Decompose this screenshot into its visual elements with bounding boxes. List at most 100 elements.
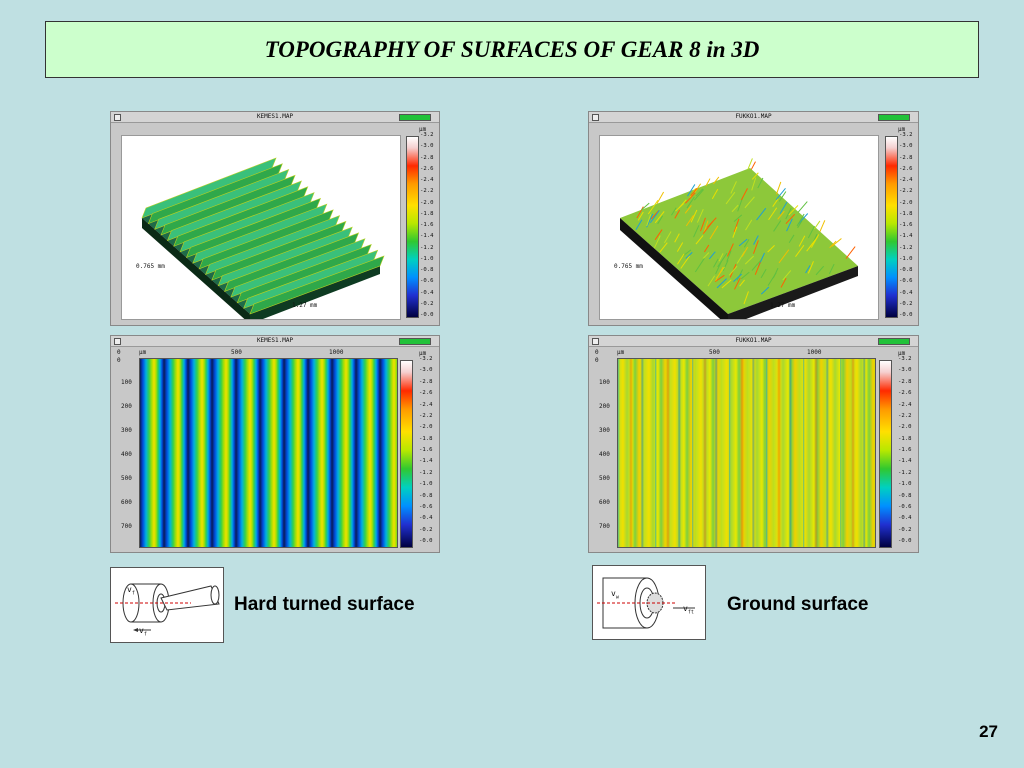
scale-tick: -3.0 (420, 143, 434, 150)
x-tick-0: 0 (595, 349, 599, 356)
scale-tick: -1.8 (898, 435, 912, 442)
window-right-3d: FUKKO1.MAP 0.765 mm 1.27 mm µm -3.2 -3.0 -… (588, 111, 919, 326)
feed-label: vf (127, 585, 135, 597)
dim-x-label: 1.27 mm (770, 302, 796, 309)
scale-tick: -1.6 (899, 222, 913, 228)
scale-tick: -2.6 (899, 165, 913, 172)
scale-tick: -0.4 (419, 515, 433, 522)
status-indicator (399, 114, 431, 121)
height-map-ground (617, 358, 876, 548)
scale-tick: -1.6 (420, 222, 434, 228)
scale-tick: -2.0 (419, 424, 433, 431)
window-title-bar[interactable]: KEMES1.MAP (111, 112, 439, 123)
window-left-map: KEMES1.MAP 0 µm 500 1000 0 100 200 300 4… (110, 335, 440, 553)
y-tick-200: 200 (599, 403, 610, 410)
scale-tick: -0.8 (419, 492, 433, 499)
y-tick-100: 100 (121, 379, 132, 386)
unit-label: µm (898, 126, 906, 133)
y-tick-600: 600 (599, 499, 610, 506)
y-tick-300: 300 (121, 427, 132, 434)
scale-tick: -2.6 (419, 390, 433, 397)
page-number: 27 (979, 722, 998, 741)
window-title-bar[interactable]: FUKKO1.MAP (589, 112, 918, 123)
scale-tick: -2.8 (898, 378, 912, 385)
window-title: KEMES1.MAP (256, 337, 294, 344)
title-box: TOPOGRAPHY OF SURFACES OF GEAR 8 in 3D (45, 21, 979, 78)
scale-tick: -1.2 (899, 244, 913, 251)
scale-tick: -0.2 (420, 300, 434, 307)
system-menu-icon[interactable] (592, 114, 599, 121)
x-tick-unit: µm (139, 349, 147, 356)
scale-tick: -2.8 (899, 154, 913, 161)
y-tick-600: 600 (121, 499, 132, 506)
y-tick-700: 700 (121, 523, 132, 530)
scale-tick: -1.4 (419, 458, 433, 465)
scale-tick: -2.4 (898, 401, 912, 408)
window-title: FUKKO1.MAP (735, 337, 772, 344)
color-scale-ticks: -3.2 -3.0 -2.8 -2.6 -2.4 -2.2 -2.0 -1.8 -1.6 -1.4… (899, 132, 931, 322)
window-title: KEMES1.MAP (256, 113, 294, 120)
scale-tick: -1.0 (898, 481, 912, 488)
scale-tick: -3.0 (419, 367, 433, 374)
y-tick-500: 500 (121, 475, 132, 482)
scale-tick: -3.2 (420, 132, 434, 138)
scale-tick: -2.0 (898, 424, 912, 431)
scale-tick: -0.6 (420, 278, 434, 285)
scale-tick: -0.2 (419, 526, 433, 533)
scale-tick: -0.8 (899, 267, 913, 273)
scale-tick: -1.8 (419, 435, 433, 442)
scale-tick: -0.0 (419, 538, 433, 544)
scale-tick: -2.2 (420, 188, 434, 195)
color-scale-bar (885, 136, 898, 318)
height-map-turned (139, 358, 398, 548)
caption-ground: Ground surface (727, 594, 869, 615)
scale-tick: -2.8 (419, 378, 433, 385)
scale-tick: -2.2 (898, 412, 912, 419)
scale-tick: -0.8 (420, 267, 434, 273)
scale-tick: -0.0 (899, 312, 913, 318)
scale-tick: -2.2 (899, 188, 913, 195)
window-left-3d: KEMES1.MAP 0.765 mm 1.27 mm µm -3.2 -3.0 -… (110, 111, 440, 326)
scale-tick: -2.0 (899, 199, 913, 206)
system-menu-icon[interactable] (114, 338, 121, 345)
scale-tick: -1.6 (898, 447, 912, 453)
window-title-bar[interactable]: FUKKO1.MAP (589, 336, 918, 347)
unit-label: µm (419, 126, 427, 133)
system-menu-icon[interactable] (114, 114, 121, 121)
wheel-velocity-label: vw (611, 589, 619, 601)
scale-tick: -0.0 (898, 538, 912, 544)
scale-tick: -0.2 (898, 526, 912, 533)
status-indicator (399, 338, 431, 345)
color-scale-ticks: -3.2 -3.0 -2.8 -2.6 -2.4 -2.2 -2.0 -1.8 -1.6 -1.4… (420, 132, 452, 322)
y-tick-300: 300 (599, 427, 610, 434)
color-scale-ticks: -3.2 -3.0 -2.8 -2.6 -2.4 -2.2 -2.0 -1.8 -1.6 -1.4… (898, 356, 930, 548)
dim-y-label: 0.765 mm (136, 263, 165, 270)
y-tick-400: 400 (121, 451, 132, 458)
scale-tick: -3.2 (899, 132, 913, 138)
system-menu-icon[interactable] (592, 338, 599, 345)
x-tick-500: 500 (231, 349, 242, 356)
scale-tick: -3.0 (898, 367, 912, 374)
scale-tick: -2.2 (419, 412, 433, 419)
scale-tick: -0.6 (899, 278, 913, 285)
color-scale-bar (406, 136, 419, 318)
feed-velocity-label: vft (683, 604, 694, 616)
y-tick-0: 0 (117, 357, 121, 364)
x-tick-1000: 1000 (807, 349, 822, 356)
color-scale-ticks: -3.2 -3.0 -2.8 -2.6 -2.4 -2.2 -2.0 -1.8 -1.6 -1.4… (419, 356, 451, 548)
scale-tick: -1.8 (899, 210, 913, 217)
scale-tick: -2.6 (898, 390, 912, 397)
y-tick-100: 100 (599, 379, 610, 386)
y-tick-200: 200 (121, 403, 132, 410)
scale-tick: -0.4 (898, 515, 912, 522)
scale-tick: -1.4 (420, 233, 434, 240)
status-indicator (878, 338, 910, 345)
scale-tick: -0.4 (899, 289, 913, 296)
scale-tick: -3.0 (899, 143, 913, 150)
scale-tick: -1.6 (419, 447, 433, 453)
window-title: FUKKO1.MAP (735, 113, 772, 120)
scale-tick: -2.4 (899, 177, 913, 183)
window-title-bar[interactable]: KEMES1.MAP (111, 336, 439, 347)
scale-tick: -1.2 (420, 244, 434, 251)
turning-process-sketch: vf vf (110, 567, 224, 643)
